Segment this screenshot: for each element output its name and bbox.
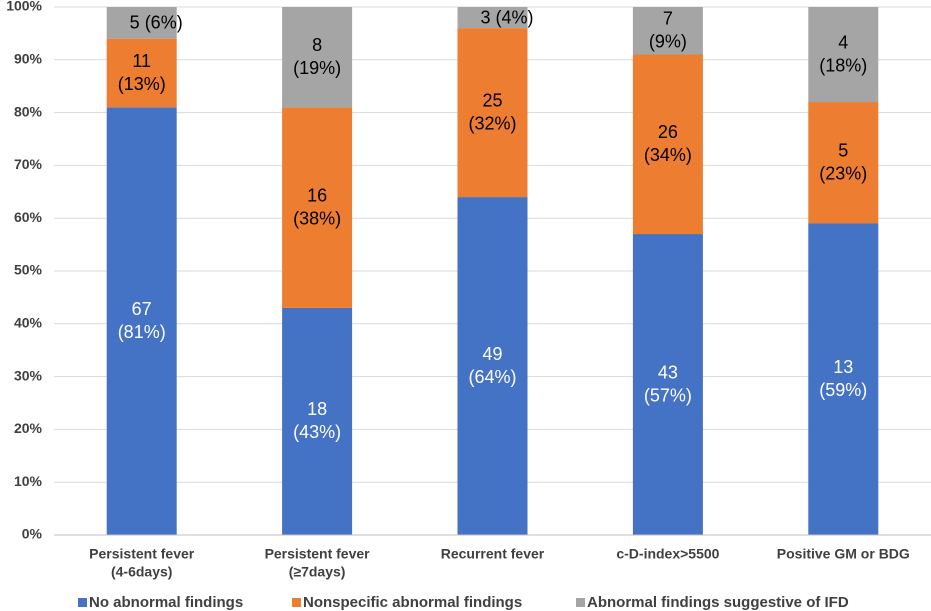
data-label-count: 8 bbox=[312, 35, 322, 55]
data-label: (9%) bbox=[649, 32, 687, 52]
bar-segment bbox=[808, 102, 879, 224]
bar-segment bbox=[106, 38, 177, 108]
x-tick-label: c-D-index>5500 bbox=[616, 546, 719, 562]
legend-label: Abnormal findings suggestive of IFD bbox=[587, 594, 849, 611]
data-label: (32%) bbox=[468, 113, 516, 133]
bar-segment bbox=[282, 7, 353, 108]
data-label-count: 18 bbox=[307, 399, 327, 419]
y-tick-label: 70% bbox=[14, 156, 43, 172]
data-label: (4%) bbox=[496, 7, 534, 27]
data-label-count: 67 bbox=[132, 299, 152, 319]
y-tick-label: 20% bbox=[14, 420, 43, 436]
data-label-count: 26 bbox=[658, 122, 678, 142]
x-tick-label: Recurrent fever bbox=[441, 546, 545, 562]
x-tick-label: (4-6days) bbox=[111, 564, 172, 580]
data-label: (64%) bbox=[468, 367, 516, 387]
y-tick-label: 0% bbox=[22, 526, 43, 542]
bar-segment bbox=[106, 7, 177, 39]
data-label: (59%) bbox=[819, 380, 867, 400]
bar-segment bbox=[632, 54, 703, 235]
bar-segment bbox=[106, 107, 177, 535]
y-tick-label: 90% bbox=[14, 51, 43, 67]
data-label-count: 7 bbox=[663, 9, 673, 29]
bar-segment bbox=[457, 28, 528, 198]
legend-swatch bbox=[576, 598, 585, 607]
data-label-count: 3 bbox=[480, 7, 490, 27]
data-label: (81%) bbox=[118, 322, 166, 342]
data-label: (57%) bbox=[644, 385, 692, 405]
data-label: (38%) bbox=[293, 208, 341, 228]
data-label: (6%) bbox=[145, 13, 183, 33]
data-label: (18%) bbox=[819, 55, 867, 75]
legend-label: Nonspecific abnormal findings bbox=[303, 594, 522, 611]
data-label-count: 43 bbox=[658, 362, 678, 382]
bar-segment bbox=[632, 234, 703, 536]
data-label: (43%) bbox=[293, 422, 341, 442]
legend-swatch bbox=[78, 598, 87, 607]
bar-segment bbox=[457, 7, 528, 29]
data-label-count: 5 bbox=[130, 13, 140, 33]
data-label: (19%) bbox=[293, 58, 341, 78]
data-label: (13%) bbox=[118, 74, 166, 94]
x-tick-label: (≥7days) bbox=[289, 564, 346, 580]
bar-segment bbox=[632, 7, 703, 55]
data-label-count: 4 bbox=[838, 32, 848, 52]
data-label-count: 49 bbox=[482, 344, 502, 364]
y-tick-label: 100% bbox=[6, 0, 42, 14]
data-label-count: 16 bbox=[307, 185, 327, 205]
legend-swatch bbox=[292, 598, 301, 607]
bar-segment bbox=[808, 223, 879, 536]
bar-segment bbox=[808, 7, 879, 103]
x-tick-label: Positive GM or BDG bbox=[777, 546, 910, 562]
y-tick-label: 30% bbox=[14, 367, 43, 383]
bar-segment bbox=[282, 307, 353, 535]
y-tick-label: 80% bbox=[14, 103, 43, 119]
bar-segment bbox=[457, 197, 528, 535]
legend-label: No abnormal findings bbox=[89, 594, 243, 611]
data-label: (34%) bbox=[644, 145, 692, 165]
data-label-count: 25 bbox=[482, 90, 502, 110]
x-tick-label: Persistent fever bbox=[265, 546, 371, 562]
y-tick-label: 10% bbox=[14, 473, 43, 489]
data-label-count: 11 bbox=[132, 51, 151, 71]
y-tick-label: 60% bbox=[14, 209, 43, 225]
data-label-count: 5 bbox=[838, 141, 848, 161]
bar-segment bbox=[282, 107, 353, 308]
y-tick-label: 50% bbox=[14, 262, 43, 278]
x-tick-label: Persistent fever bbox=[89, 546, 195, 562]
data-label-count: 13 bbox=[833, 357, 853, 377]
data-label: (23%) bbox=[819, 164, 867, 184]
y-tick-label: 40% bbox=[14, 315, 43, 331]
